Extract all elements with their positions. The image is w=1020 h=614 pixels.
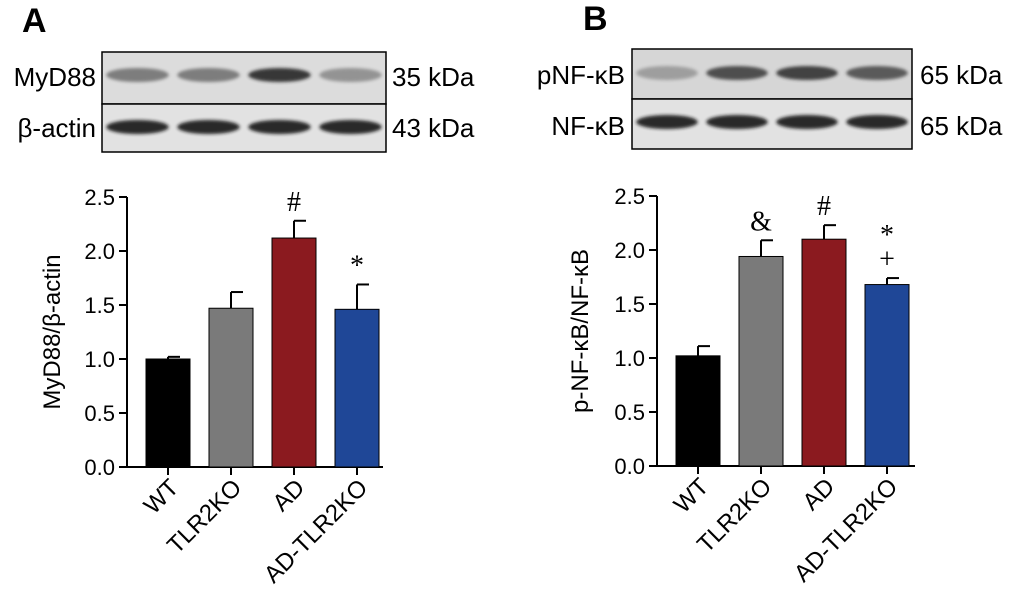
blot-a: MyD88 35 kDa β-actin 43 kDa: [14, 51, 475, 153]
blot-band: [177, 68, 240, 82]
y-tick-label: 2.0: [84, 239, 115, 264]
blot-band: [248, 68, 311, 82]
blot-band: [248, 120, 311, 134]
bar-ad: [801, 238, 847, 467]
blot-band: [319, 68, 382, 82]
y-tick-label: 2.5: [614, 184, 645, 209]
blot-band: [776, 115, 838, 129]
bar-tlr2ko: [738, 255, 784, 467]
blot-a-row-2-size: 43 kDa: [392, 113, 475, 143]
blot-band: [636, 115, 698, 129]
panel-a: A MyD88 35 kDa β-actin 43 kDa 0.0 0.5 1.0 1…: [14, 2, 475, 588]
blot-band: [106, 120, 169, 134]
y-axis-label: MyD88/β-actin: [39, 254, 66, 409]
y-tick-label: 1.0: [84, 347, 115, 372]
significance-marker: *: [880, 220, 894, 251]
bar-ad-tlr2ko: [864, 284, 910, 467]
significance-marker: #: [287, 187, 301, 218]
y-tick-label: 2.0: [614, 238, 645, 263]
y-axis-label: p-NF-κB/NF-κB: [567, 249, 594, 413]
blot-b-row-2-size: 65 kDa: [920, 111, 1003, 141]
x-tick-label: WT: [669, 473, 715, 519]
blot-b-row-1-protein: pNF-κB: [537, 60, 625, 90]
blot-b-bands: [636, 66, 908, 129]
blot-b: pNF-κB 65 kDa NF-κB 65 kDa: [537, 48, 1003, 150]
x-tick-label: AD: [798, 473, 841, 516]
bar-wt: [675, 355, 721, 467]
y-tick-label: 1.5: [84, 293, 115, 318]
blot-band: [319, 120, 382, 134]
y-tick-label: 2.5: [84, 185, 115, 210]
blot-a-bands: [106, 68, 382, 134]
y-tick-label: 1.5: [614, 292, 645, 317]
blot-band: [706, 115, 768, 129]
y-tick-label: 0.5: [84, 401, 115, 426]
blot-a-row-2-protein: β-actin: [17, 113, 96, 143]
blot-band: [846, 66, 908, 80]
panel-b: B pNF-κB 65 kDa NF-κB 65 kDa 0.0 0.5 1.0 1.…: [537, 0, 1003, 587]
blot-a-row-1-size: 35 kDa: [392, 62, 475, 92]
blot-band: [846, 115, 908, 129]
bar-ad: [271, 237, 317, 468]
blot-band: [177, 120, 240, 134]
blot-band: [776, 66, 838, 80]
y-tick-label: 0.5: [614, 400, 645, 425]
significance-marker: #: [817, 191, 831, 222]
bar-tlr2ko: [208, 307, 254, 468]
blot-band: [636, 66, 698, 80]
y-tick-label: 0.0: [614, 454, 645, 479]
significance-marker: +: [879, 244, 895, 275]
panel-b-letter: B: [583, 0, 608, 38]
blot-b-row-2-protein: NF-κB: [551, 111, 625, 141]
bar-wt: [145, 358, 191, 468]
panel-a-letter: A: [22, 2, 47, 40]
significance-marker: *: [350, 250, 364, 281]
bar-ad-tlr2ko: [334, 308, 380, 468]
blot-band: [706, 66, 768, 80]
blot-a-row-1-protein: MyD88: [14, 62, 96, 92]
blot-b-row-1-size: 65 kDa: [920, 60, 1003, 90]
y-tick-label: 1.0: [614, 346, 645, 371]
chart-b: 0.00.51.01.52.02.5p-NF-κB/NF-κBWTTLR2KO&…: [567, 184, 915, 587]
y-tick-label: 0.0: [84, 455, 115, 480]
blot-band: [106, 68, 169, 82]
significance-marker: &: [750, 206, 772, 237]
x-tick-label: WT: [139, 474, 185, 520]
x-tick-label: AD: [268, 474, 311, 517]
